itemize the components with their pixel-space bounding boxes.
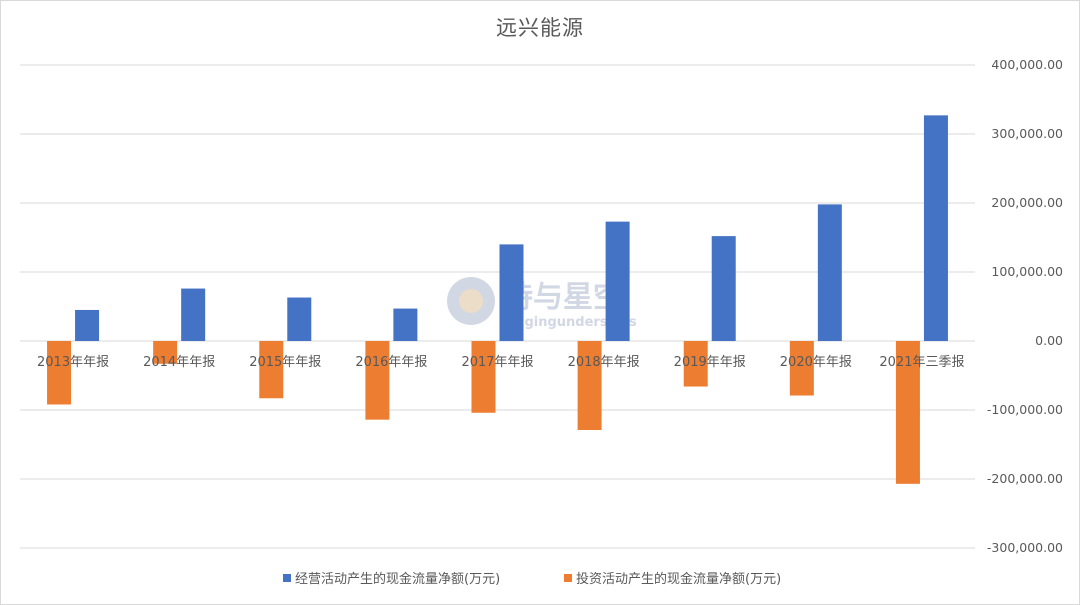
bar-investing-cash-flow (153, 341, 178, 364)
y-tick-label: 200,000.00 (991, 195, 1063, 210)
x-category-label: 2018年年报 (568, 355, 640, 370)
chart-title: 远兴能源 (496, 16, 584, 40)
x-category-label: 2017年年报 (461, 355, 533, 370)
bar-operating-cash-flow (711, 236, 736, 341)
x-axis: 2013年年报 2014年年报 2015年年报 2016年年报 2017年年报 2018年… (37, 355, 964, 370)
x-category-label: 2020年年报 (780, 355, 852, 370)
watermark: 诗与星空 singingunderstars (447, 277, 637, 330)
watermark-logo-icon (447, 277, 495, 325)
bar-operating-cash-flow (393, 308, 418, 341)
x-category-label: 2016年年报 (355, 355, 427, 370)
y-tick-label: -300,000.00 (987, 540, 1063, 555)
bar-investing-cash-flow (577, 341, 602, 431)
y-tick-label: -200,000.00 (987, 471, 1063, 486)
y-tick-label: -100,000.00 (987, 402, 1063, 417)
bar-investing-cash-flow (895, 341, 920, 484)
bar-operating-cash-flow (287, 297, 312, 341)
legend-swatch (564, 574, 572, 582)
x-category-label: 2014年年报 (143, 355, 215, 370)
x-category-label: 2021年三季报 (879, 355, 964, 370)
y-tick-label: 400,000.00 (991, 57, 1063, 72)
bar-operating-cash-flow (605, 221, 630, 341)
bars (47, 115, 948, 484)
y-axis: 400,000.00 300,000.00 200,000.00 100,000.00… (987, 57, 1063, 555)
bar-operating-cash-flow (817, 204, 842, 341)
legend-label: 经营活动产生的现金流量净额(万元) (295, 571, 500, 587)
bar-operating-cash-flow (181, 288, 206, 341)
bar-investing-cash-flow (471, 341, 496, 413)
bar-investing-cash-flow (683, 341, 708, 387)
x-category-label: 2019年年报 (674, 355, 746, 370)
bar-operating-cash-flow (499, 244, 524, 341)
gridlines (20, 64, 975, 549)
watermark-subtitle: singingunderstars (503, 315, 637, 330)
legend-swatch (283, 574, 291, 582)
y-tick-label: 300,000.00 (991, 126, 1063, 141)
x-category-label: 2013年年报 (37, 355, 109, 370)
bar-investing-cash-flow (47, 341, 72, 405)
watermark-logo-inner-icon (459, 289, 483, 313)
bar-operating-cash-flow (75, 309, 100, 341)
y-tick-label: 100,000.00 (991, 264, 1063, 279)
bar-investing-cash-flow (365, 341, 390, 420)
x-category-label: 2015年年报 (249, 355, 321, 370)
legend-label: 投资活动产生的现金流量净额(万元) (576, 571, 781, 587)
legend: 经营活动产生的现金流量净额(万元) 投资活动产生的现金流量净额(万元) (283, 571, 781, 587)
bar-investing-cash-flow (789, 341, 814, 396)
bar-operating-cash-flow (923, 115, 948, 342)
y-tick-label: 0.00 (1035, 333, 1063, 348)
bar-investing-cash-flow (259, 341, 284, 399)
